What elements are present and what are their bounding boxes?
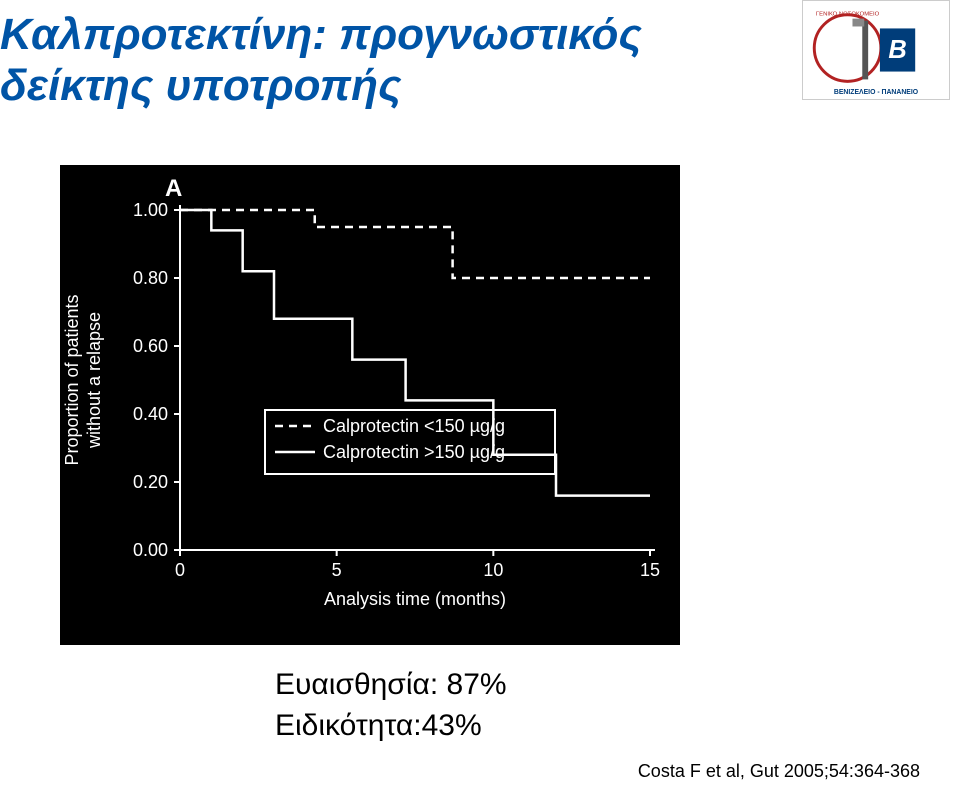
svg-text:B: B: [888, 36, 906, 64]
svg-text:15: 15: [640, 560, 660, 580]
svg-text:0.80: 0.80: [133, 268, 168, 288]
svg-text:0: 0: [175, 560, 185, 580]
svg-text:0.20: 0.20: [133, 472, 168, 492]
svg-text:Calprotectin >150 µg/g: Calprotectin >150 µg/g: [323, 442, 505, 462]
km-chart: A 0.000.200.400.600.801.00051015Proporti…: [60, 165, 680, 645]
stats-block: Ευαισθησία: 87% Ειδικότητα:43%: [275, 665, 507, 746]
km-svg: 0.00 0.20 0.40 0.60 0.80 1.00 0 5 10 15 Proportion…: [60, 165, 680, 645]
svg-text:0.60: 0.60: [133, 336, 168, 356]
citation: Costa F et al, Gut 2005;54:364-368: [638, 761, 920, 782]
hospital-logo: B ΓΕΝΙΚΟ ΝΟΣΟΚΟΜΕΙΟ ΒΕΝΙΖΕΛΕΙΟ - ΠΑΝΑΝΕΙ…: [802, 0, 950, 100]
sensitivity-line: Ευαισθησία: 87%: [275, 665, 507, 706]
svg-text:Proportion of patientswithout: Proportion of patientswithout a relapse: [62, 294, 104, 465]
svg-text:0.40: 0.40: [133, 404, 168, 424]
slide-title: Καλπροτεκτίνη: προγνωστικός δείκτης υποτ…: [0, 10, 642, 111]
svg-text:Calprotectin <150 µg/g: Calprotectin <150 µg/g: [323, 416, 505, 436]
title-line1: Καλπροτεκτίνη: προγνωστικός: [0, 10, 642, 59]
svg-text:ΓΕΝΙΚΟ ΝΟΣΟΚΟΜΕΙΟ: ΓΕΝΙΚΟ ΝΟΣΟΚΟΜΕΙΟ: [816, 12, 880, 18]
svg-text:10: 10: [483, 560, 503, 580]
svg-text:5: 5: [332, 560, 342, 580]
svg-text:0.00: 0.00: [133, 540, 168, 560]
svg-text:Analysis time (months): Analysis time (months): [324, 589, 506, 609]
svg-text:ΒΕΝΙΖΕΛΕΙΟ - ΠΑΝΑΝΕΙΟ: ΒΕΝΙΖΕΛΕΙΟ - ΠΑΝΑΝΕΙΟ: [834, 89, 919, 96]
title-line2: δείκτης υποτροπής: [0, 61, 401, 110]
svg-text:1.00: 1.00: [133, 200, 168, 220]
specificity-line: Ειδικότητα:43%: [275, 706, 507, 747]
